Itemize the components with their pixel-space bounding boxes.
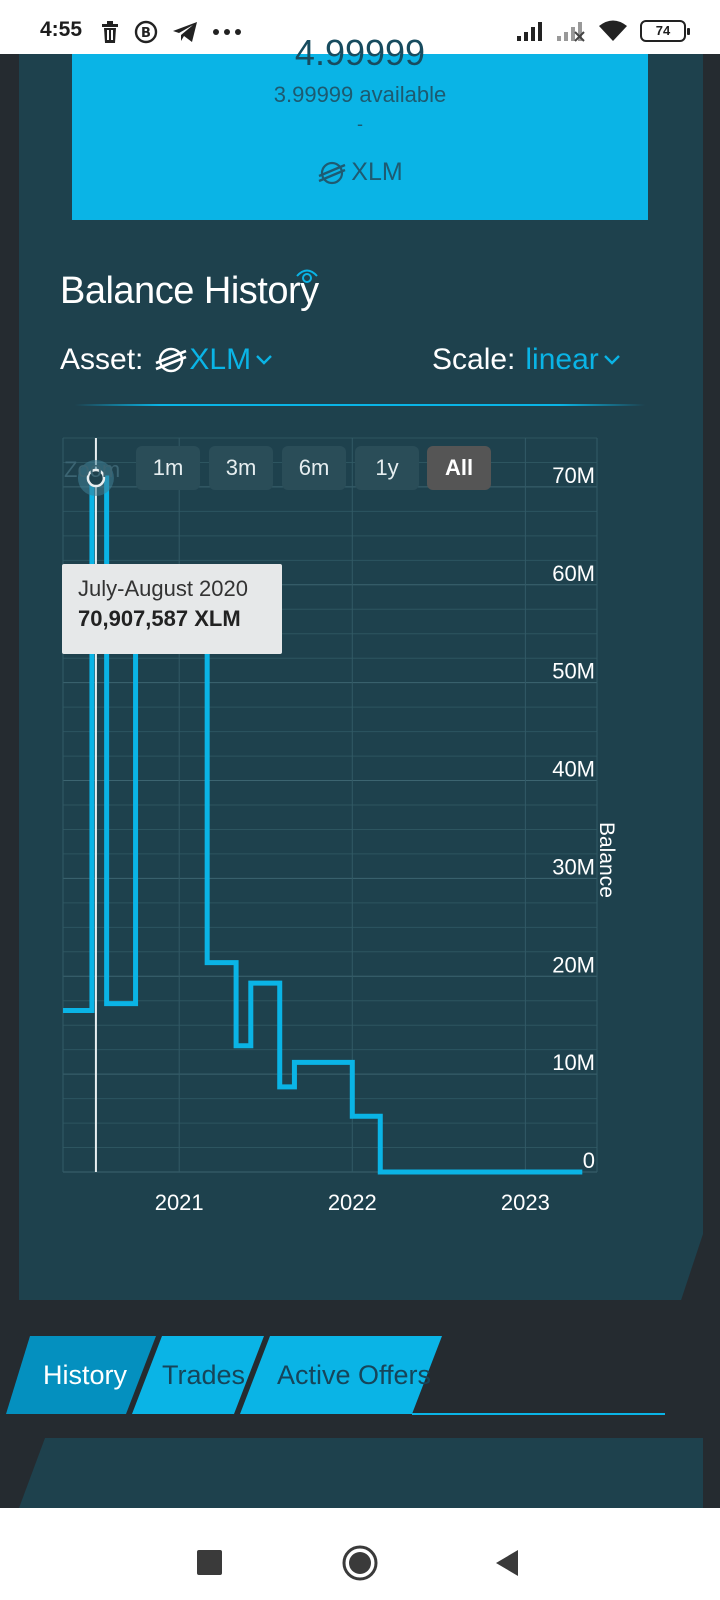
wifi-icon [599, 20, 627, 41]
x-tick-label: 2023 [501, 1190, 550, 1215]
y-tick-label: 20M [552, 952, 595, 977]
tooltip-value: 70,907,587 XLM [78, 606, 241, 631]
battery-icon: 74 [640, 20, 690, 42]
tabs: History Trades Active Offers [0, 1336, 720, 1420]
home-icon[interactable] [342, 1545, 378, 1581]
tab-history-bg [6, 1336, 156, 1414]
nav-icons [197, 1545, 518, 1581]
asset-selector[interactable]: Asset: XLM [60, 343, 273, 377]
y-tick-label: 30M [552, 854, 595, 879]
x-axis-ticks: 2021 2022 2023 [155, 1190, 550, 1215]
x-tick-label: 2022 [328, 1190, 377, 1215]
stellar-icon [155, 347, 187, 373]
x-tick-label: 2021 [155, 1190, 204, 1215]
highlight-point [86, 468, 106, 488]
telegram-icon [173, 22, 197, 42]
y-tick-label: 70M [552, 463, 595, 488]
status-right-icons: 74 [516, 20, 690, 42]
asset-separator: - [357, 114, 363, 134]
signal-x-icon [557, 22, 585, 42]
b-badge-icon: B [134, 20, 158, 44]
signal-icon [517, 22, 542, 41]
y-tick-label: 10M [552, 1050, 595, 1075]
history-panel [19, 1438, 703, 1508]
scale-selector[interactable]: Scale: linear [432, 343, 621, 377]
chevron-down-icon [256, 355, 272, 365]
zoom-button-1m[interactable]: 1m [136, 446, 200, 490]
navigation-bar [0, 1508, 720, 1600]
balance-series-line [63, 475, 583, 1175]
tabs-background [6, 1336, 665, 1415]
account-panel [19, 54, 703, 1300]
trash-icon [102, 21, 118, 43]
home-icon-inner [349, 1552, 371, 1574]
balance-history-title: Balance History [60, 270, 319, 312]
zoom-button-1y[interactable]: 1y [355, 446, 419, 490]
tab-trades-bg [132, 1336, 264, 1414]
balance-chart[interactable]: 0 10M 20M 30M 40M 50M 60M 70M 2021 2022 2023 [0, 0, 720, 1300]
more-dots-icon [213, 29, 241, 35]
asset-selector-label: Asset: [60, 343, 144, 376]
y-tick-label: 60M [552, 561, 595, 586]
y-axis-ticks: 0 10M 20M 30M 40M 50M 60M 70M [552, 463, 595, 1173]
zoom-label: Zoom [64, 457, 121, 482]
tab-trades[interactable]: Trades [162, 1360, 246, 1390]
scale-selector-label: Scale: [432, 343, 516, 376]
stellar-icon [318, 161, 346, 184]
tab-history[interactable]: History [43, 1360, 128, 1390]
asset-selector-value: XLM [189, 343, 252, 376]
zoom-button-3m[interactable]: 3m [209, 446, 273, 490]
asset-code-label: XLM [351, 158, 403, 186]
tab-active-offers[interactable]: Active Offers [277, 1360, 432, 1390]
status-bar: 4:55 B 74 [0, 0, 720, 54]
chart-grid [62, 437, 598, 1173]
eye-icon[interactable] [296, 268, 318, 284]
status-time: 4:55 [40, 18, 83, 41]
asset-card[interactable]: 4.99999 3.99999 available - XLM [72, 32, 648, 220]
chart-tooltip: July-August 2020 70,907,587 XLM [62, 564, 282, 654]
asset-code: XLM [72, 158, 648, 187]
zoom-button-6m[interactable]: 6m [282, 446, 346, 490]
tab-active-offers-bg [240, 1336, 442, 1414]
chevron-down-icon [603, 355, 620, 365]
zoom-button-all[interactable]: All [427, 446, 491, 490]
svg-text:B: B [141, 26, 151, 41]
y-tick-label: 50M [552, 659, 595, 684]
scale-selector-value: linear [525, 343, 599, 376]
y-tick-label: 40M [552, 757, 595, 782]
asset-balance: 4.99999 [294, 32, 426, 73]
asset-available: 3.99999 available [273, 82, 447, 107]
tooltip-date: July-August 2020 [78, 576, 248, 601]
back-icon[interactable] [496, 1550, 518, 1576]
y-tick-label: 0 [583, 1148, 595, 1173]
recent-apps-icon[interactable] [197, 1550, 222, 1575]
y-axis-title: Balance [595, 822, 618, 898]
header-divider [75, 404, 645, 406]
status-left-icons: B [100, 20, 242, 44]
